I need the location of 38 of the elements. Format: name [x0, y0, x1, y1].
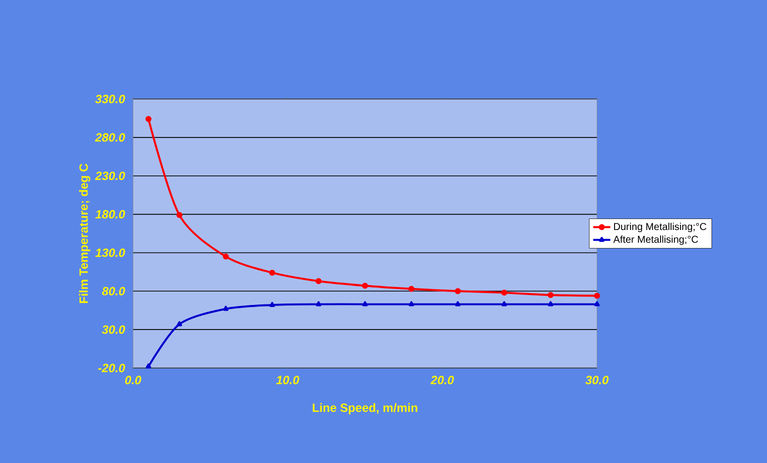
- point: [362, 282, 368, 289]
- x-axis-title: Line Speed, m/min: [312, 403, 418, 414]
- point: [594, 292, 600, 299]
- legend-label: After Metallising;°C: [613, 236, 698, 245]
- x-tick-label: 30.0: [585, 376, 609, 384]
- point: [548, 301, 554, 306]
- point: [408, 286, 414, 292]
- y-tick-label: -20.0: [98, 364, 126, 372]
- point: [408, 301, 414, 306]
- y-tick-label: 80.0: [102, 286, 126, 296]
- point: [176, 321, 182, 326]
- legend-label: During Metallising;°C: [614, 222, 706, 232]
- y-tick-label: 30.0: [102, 325, 126, 334]
- point: [223, 306, 229, 311]
- point: [501, 301, 507, 306]
- point: [176, 212, 182, 218]
- y-tick-label: 180.0: [95, 210, 126, 219]
- point: [362, 301, 368, 306]
- point: [222, 254, 229, 260]
- point: [316, 278, 322, 284]
- y-tick-label: 280.0: [94, 133, 126, 142]
- point: [269, 302, 275, 307]
- y-axis-title: Film Temperature; deg C: [79, 164, 90, 303]
- x-tick-label: 10.0: [276, 376, 300, 384]
- point: [316, 301, 322, 306]
- point: [455, 301, 461, 306]
- x-tick-label: 20.0: [430, 376, 454, 384]
- point: [501, 290, 508, 296]
- point: [145, 116, 152, 122]
- point: [454, 288, 461, 294]
- y-tick-label: 230.0: [94, 172, 126, 180]
- point: [548, 292, 554, 298]
- point: [594, 301, 600, 306]
- x-tick-label: 0.0: [125, 376, 142, 384]
- point: [146, 363, 152, 368]
- y-tick-label: 130.0: [95, 248, 126, 257]
- y-tick-label: 330.0: [95, 94, 126, 104]
- point: [269, 270, 276, 276]
